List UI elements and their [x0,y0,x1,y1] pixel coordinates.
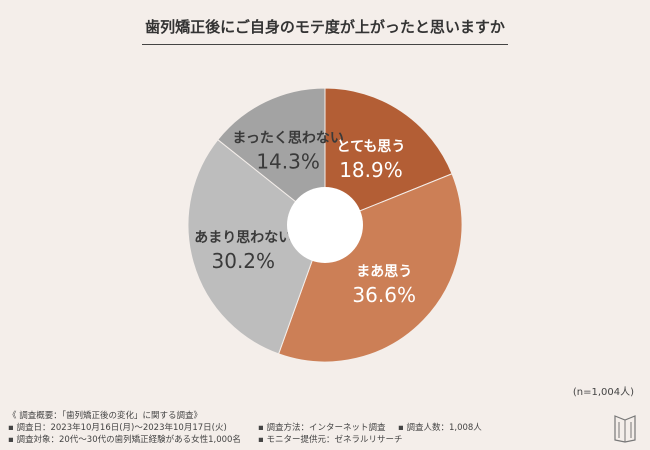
slice-category-label: まったく思わない [232,130,343,146]
slice-category-label: とても思う [337,139,406,155]
slice-value-label: 36.6% [352,283,416,307]
notes-date: ▪ 調査日：2023年10月16日(月)〜2023年10月17日(火) [8,423,227,433]
brand-logo-icon [614,415,636,443]
pie-slice [187,138,326,355]
notes-target: ▪ 調査対象：20代〜30代の歯列矯正経験がある女性1,000名 [8,435,241,445]
survey-notes: 《 調査概要：「歯列矯正後の変化」に関する調査》 ▪ 調査日：2023年10月1… [8,410,482,446]
chart-title: 歯列矯正後にご自身のモテ度が上がったと思いますか [145,18,505,36]
slice-category-label: まあ思う [356,264,412,280]
slice-value-label: 14.3% [256,149,320,173]
notes-method: ▪ 調査方法：インターネット調査 [258,423,386,433]
title-underline [142,44,508,45]
pie-slice [277,173,463,363]
notes-heading: 《 調査概要：「歯列矯正後の変化」に関する調査》 [8,411,202,421]
sample-size: (n=1,004人) [572,387,634,398]
notes-provider: ▪ モニター提供元：ゼネラルリサーチ [258,435,403,445]
pie-slice [217,87,326,227]
slice-category-label: あまり思わない [194,230,292,246]
notes-count: ▪ 調査人数：1,008人 [398,423,482,433]
slice-value-label: 30.2% [212,249,276,273]
pie-slice [324,87,453,226]
donut-hole [287,187,363,263]
donut-chart: とても思う 18.9% まあ思う 36.6% あまり思わない 30.2% まったく思わない 1… [187,87,463,363]
slice-value-label: 18.9% [339,158,403,182]
